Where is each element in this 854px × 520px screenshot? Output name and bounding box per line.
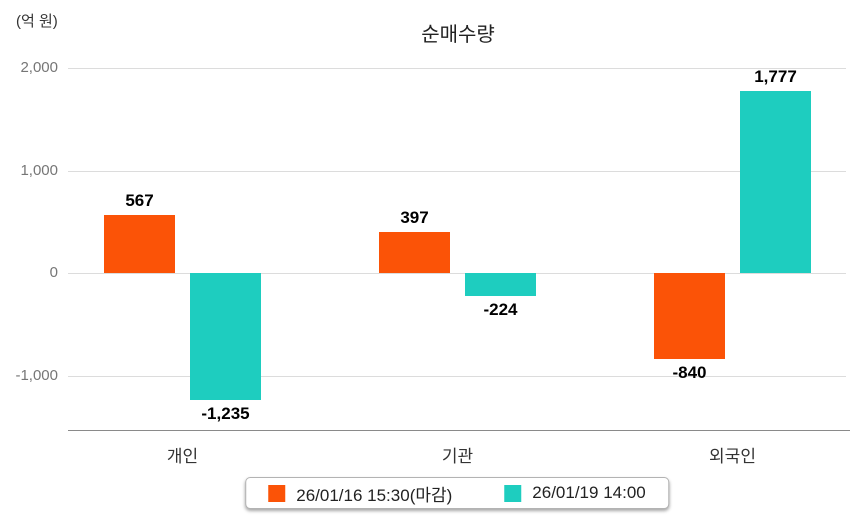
value-label-개인-series2: -1,235	[201, 403, 250, 423]
bar-개인-series1	[104, 214, 175, 273]
bar-외국인-series2	[740, 90, 811, 273]
legend-swatch-icon	[504, 484, 522, 502]
category-label-외국인: 외국인	[709, 447, 756, 466]
y-axis-unit-label: (억 원)	[16, 13, 58, 30]
bar-기관-series2	[465, 273, 536, 296]
legend-label: 26/01/19 14:00	[532, 483, 646, 502]
gridline-1,000	[68, 170, 846, 172]
bar-개인-series2	[190, 273, 261, 400]
bar-외국인-series1	[654, 273, 725, 360]
gridline-0	[68, 273, 846, 274]
bar-기관-series1	[379, 232, 450, 273]
value-label-외국인-series1: -840	[672, 363, 707, 383]
y-tick-label: -1,000	[15, 366, 58, 384]
category-label-기관: 기관	[441, 447, 474, 466]
y-tick-label: 1,000	[20, 161, 58, 179]
legend-item-series1: 26/01/16 15:30(마감)	[268, 481, 452, 506]
y-tick-label: 2,000	[20, 59, 58, 76]
category-label-개인: 개인	[166, 447, 199, 466]
chart-title: 순매수량	[421, 24, 495, 46]
x-axis-line	[68, 430, 850, 431]
legend-label: 26/01/16 15:30(마감)	[296, 485, 453, 505]
value-label-기관-series1: 397	[400, 208, 429, 228]
y-tick-label: 0	[49, 264, 58, 281]
legend: 26/01/16 15:30(마감) 26/01/19 14:00	[245, 477, 669, 509]
value-label-외국인-series2: 1,777	[754, 66, 797, 86]
legend-item-series2: 26/01/19 14:00	[504, 483, 646, 503]
gridline--1,000	[68, 375, 846, 377]
gridline-2,000	[68, 68, 846, 69]
value-label-개인-series1: 567	[125, 190, 154, 210]
value-label-기관-series2: -224	[483, 299, 518, 319]
legend-swatch-icon	[268, 484, 286, 502]
